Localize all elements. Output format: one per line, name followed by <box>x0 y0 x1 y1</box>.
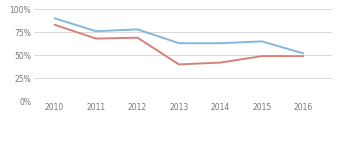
(NY) State Average <box>218 62 222 63</box>
(NY) State Average <box>177 63 181 65</box>
Fall Creek Elementary School <box>301 52 305 54</box>
(NY) State Average <box>94 38 98 39</box>
Line: (NY) State Average: (NY) State Average <box>55 25 303 64</box>
(NY) State Average <box>136 37 140 39</box>
Line: Fall Creek Elementary School: Fall Creek Elementary School <box>55 18 303 53</box>
Fall Creek Elementary School <box>218 42 222 44</box>
Fall Creek Elementary School <box>260 41 264 42</box>
(NY) State Average <box>260 55 264 57</box>
Fall Creek Elementary School <box>94 30 98 32</box>
Fall Creek Elementary School <box>136 28 140 30</box>
Fall Creek Elementary School <box>53 17 57 19</box>
(NY) State Average <box>301 55 305 57</box>
Fall Creek Elementary School <box>177 42 181 44</box>
(NY) State Average <box>53 24 57 26</box>
